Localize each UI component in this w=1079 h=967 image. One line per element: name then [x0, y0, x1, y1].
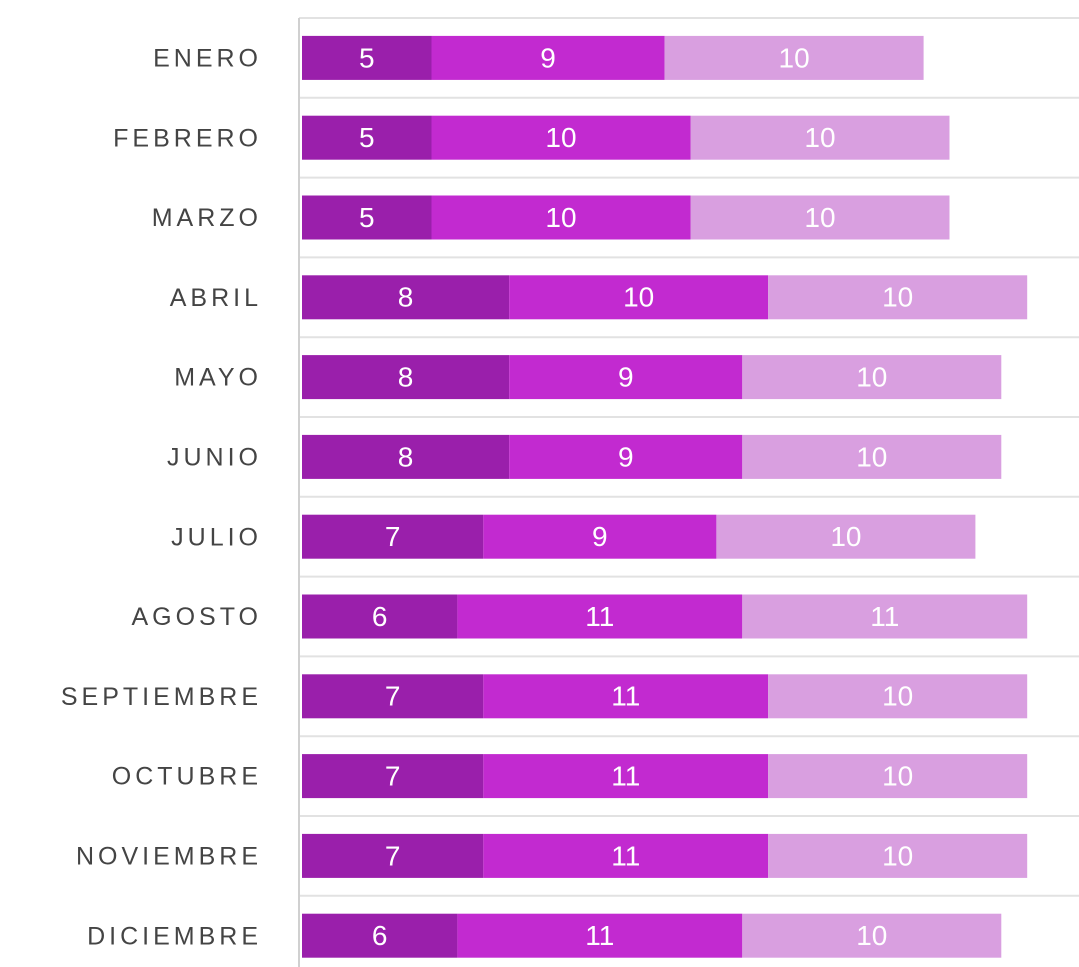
- data-label: 10: [856, 441, 887, 472]
- data-label: 10: [856, 361, 887, 392]
- data-label: 10: [882, 840, 913, 871]
- bar-segment: [302, 115, 432, 160]
- data-label: 10: [779, 42, 810, 73]
- data-label: 9: [592, 521, 608, 552]
- data-label: 10: [882, 760, 913, 791]
- data-label: 10: [830, 521, 861, 552]
- data-label: 10: [856, 920, 887, 951]
- bar-segment: [509, 355, 743, 400]
- bar-segment: [302, 275, 510, 320]
- data-label: 8: [398, 361, 414, 392]
- data-label: 10: [623, 282, 654, 313]
- bar-segment: [690, 115, 950, 160]
- bar-segment: [302, 514, 484, 559]
- bar-segment: [483, 514, 717, 559]
- data-label: 6: [372, 920, 388, 951]
- data-label: 10: [882, 282, 913, 313]
- bar-segment: [690, 195, 950, 240]
- data-label: 10: [804, 202, 835, 233]
- data-label: 9: [618, 361, 634, 392]
- bar-segment: [431, 115, 691, 160]
- data-label: 9: [618, 441, 634, 472]
- data-label: 9: [540, 42, 556, 73]
- bar-segment: [742, 434, 1002, 479]
- category-label: FEBRERO: [113, 124, 262, 152]
- bar-segment: [483, 754, 769, 799]
- data-label: 8: [398, 441, 414, 472]
- bar-segment: [302, 594, 458, 639]
- bar-segment: [483, 674, 769, 719]
- bar-segment: [302, 913, 458, 958]
- bar-segment: [742, 594, 1028, 639]
- bar-segment: [742, 355, 1002, 400]
- bar-segment: [768, 754, 1028, 799]
- data-label: 11: [611, 681, 640, 712]
- data-label: 10: [545, 122, 576, 153]
- category-label: JULIO: [171, 523, 262, 551]
- category-label: MAYO: [174, 364, 262, 392]
- data-label: 8: [398, 282, 414, 313]
- bar-segment: [302, 35, 432, 80]
- bar-segment: [768, 833, 1028, 878]
- data-label: 11: [870, 601, 899, 632]
- category-label: AGOSTO: [131, 603, 262, 631]
- data-label: 11: [585, 920, 614, 951]
- bar-segment: [768, 674, 1028, 719]
- bar-segment: [302, 355, 510, 400]
- bar-segment: [302, 195, 432, 240]
- category-label: OCTUBRE: [112, 763, 262, 791]
- category-label: JUNIO: [167, 444, 262, 472]
- bar-segment: [302, 434, 510, 479]
- category-label: DICIEMBRE: [87, 922, 262, 950]
- bar-segment: [509, 275, 769, 320]
- bar-segment: [302, 754, 484, 799]
- bar-segment: [457, 913, 743, 958]
- data-label: 5: [359, 202, 375, 233]
- bar-segment: [509, 434, 743, 479]
- data-label: 11: [611, 840, 640, 871]
- bar-segment: [431, 35, 665, 80]
- bar-segment: [302, 833, 484, 878]
- category-label: ABRIL: [170, 284, 262, 312]
- data-label: 7: [385, 681, 401, 712]
- data-label: 7: [385, 760, 401, 791]
- data-label: 11: [611, 760, 640, 791]
- data-label: 10: [882, 681, 913, 712]
- category-label: MARZO: [152, 204, 262, 232]
- bar-segment: [664, 35, 924, 80]
- bar-segment: [742, 913, 1002, 958]
- bar-segment: [302, 674, 484, 719]
- data-label: 10: [545, 202, 576, 233]
- category-label: NOVIEMBRE: [76, 843, 262, 871]
- data-label: 5: [359, 42, 375, 73]
- bar-segment: [483, 833, 769, 878]
- bar-segment: [716, 514, 976, 559]
- data-label: 10: [804, 122, 835, 153]
- category-label: SEPTIEMBRE: [61, 683, 262, 711]
- bar-segment: [457, 594, 743, 639]
- data-label: 7: [385, 521, 401, 552]
- data-label: 7: [385, 840, 401, 871]
- data-label: 11: [585, 601, 614, 632]
- bar-segment: [768, 275, 1028, 320]
- data-label: 5: [359, 122, 375, 153]
- bar-segment: [431, 195, 691, 240]
- category-label: ENERO: [153, 45, 262, 73]
- data-label: 6: [372, 601, 388, 632]
